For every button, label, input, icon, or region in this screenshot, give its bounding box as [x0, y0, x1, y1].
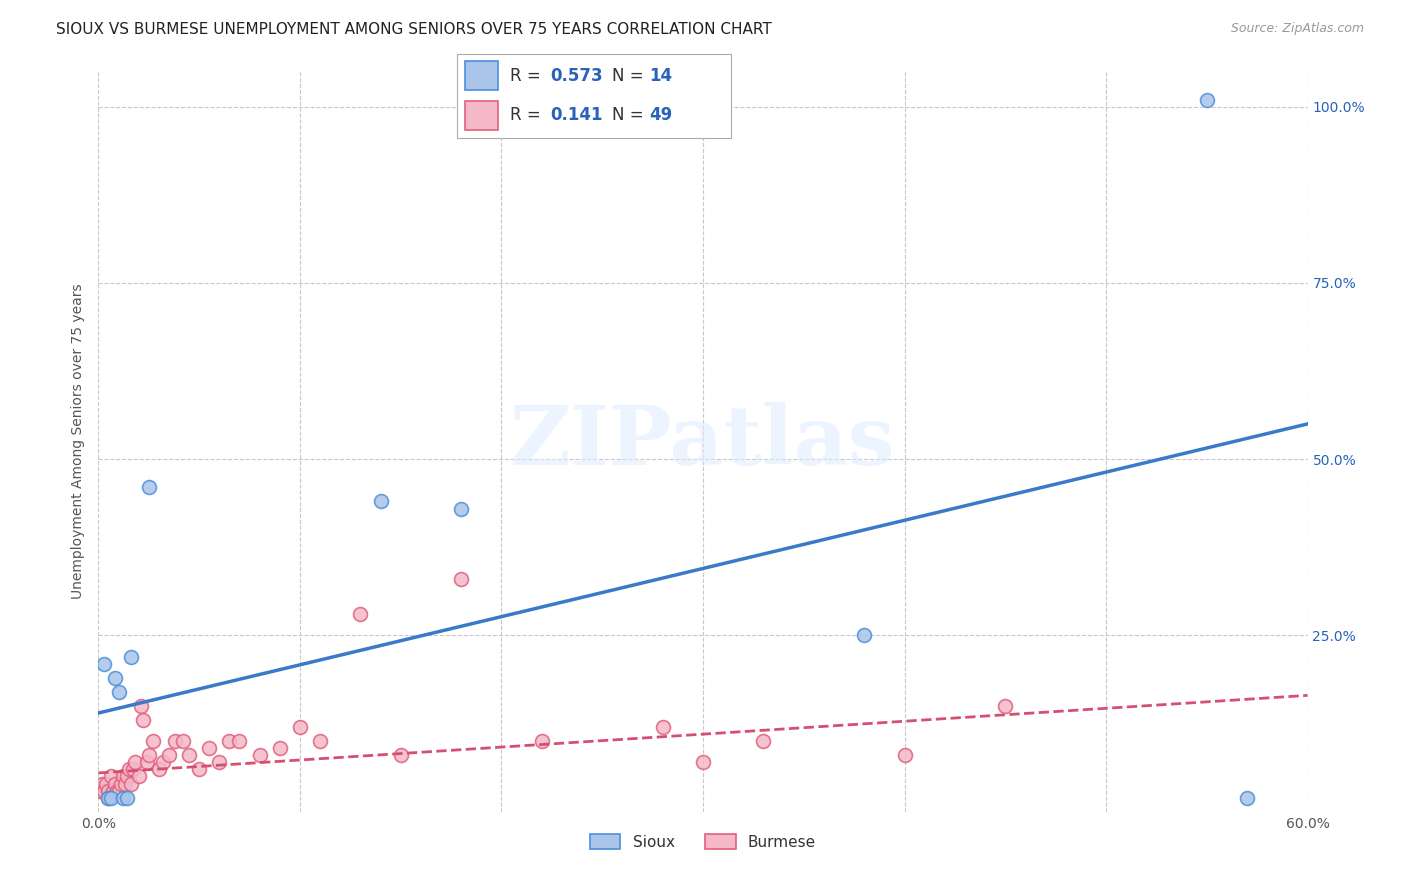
Point — [1236, 790, 1258, 805]
Y-axis label: Unemployment Among Seniors over 75 years: Unemployment Among Seniors over 75 years — [72, 284, 86, 599]
Point — [132, 713, 155, 727]
Point — [111, 790, 134, 805]
Point — [115, 769, 138, 783]
Point — [93, 783, 115, 797]
Point — [163, 734, 186, 748]
Text: 0.141: 0.141 — [550, 106, 603, 124]
Point — [100, 790, 122, 805]
Point — [218, 734, 240, 748]
Text: N =: N = — [612, 67, 648, 85]
Point — [288, 720, 311, 734]
Point — [118, 763, 141, 777]
FancyBboxPatch shape — [457, 54, 731, 138]
Point — [157, 748, 180, 763]
Text: N =: N = — [612, 106, 648, 124]
Point — [121, 763, 143, 777]
Point — [111, 769, 134, 783]
Point — [450, 572, 472, 586]
Point — [309, 734, 332, 748]
Point — [142, 734, 165, 748]
Point — [370, 494, 392, 508]
Point — [389, 748, 412, 763]
Point — [893, 748, 915, 763]
Legend: Sioux, Burmese: Sioux, Burmese — [583, 828, 823, 856]
Point — [120, 776, 142, 790]
Point — [1195, 93, 1218, 107]
Text: 14: 14 — [650, 67, 672, 85]
Point — [107, 685, 129, 699]
Point — [128, 769, 150, 783]
Text: 49: 49 — [650, 106, 672, 124]
Text: R =: R = — [510, 106, 551, 124]
Point — [179, 748, 201, 763]
Point — [530, 734, 553, 748]
Text: SIOUX VS BURMESE UNEMPLOYMENT AMONG SENIORS OVER 75 YEARS CORRELATION CHART: SIOUX VS BURMESE UNEMPLOYMENT AMONG SENI… — [56, 22, 772, 37]
Point — [97, 783, 120, 797]
Point — [96, 776, 118, 790]
Point — [103, 776, 125, 790]
Point — [228, 734, 250, 748]
Point — [349, 607, 371, 622]
Point — [101, 783, 124, 797]
Point — [853, 628, 876, 642]
Text: R =: R = — [510, 67, 547, 85]
Point — [129, 698, 152, 713]
Point — [105, 783, 128, 797]
Text: ZIPatlas: ZIPatlas — [510, 401, 896, 482]
Point — [249, 748, 271, 763]
Point — [651, 720, 673, 734]
Point — [138, 748, 160, 763]
FancyBboxPatch shape — [465, 101, 498, 130]
Point — [97, 790, 120, 805]
Point — [994, 698, 1017, 713]
Point — [124, 756, 146, 770]
Point — [450, 501, 472, 516]
Point — [188, 763, 211, 777]
Point — [692, 756, 714, 770]
Point — [752, 734, 775, 748]
Point — [172, 734, 194, 748]
Point — [152, 756, 174, 770]
FancyBboxPatch shape — [465, 62, 498, 90]
Point — [148, 763, 170, 777]
Point — [115, 790, 138, 805]
Point — [138, 480, 160, 494]
Point — [114, 776, 136, 790]
Point — [93, 657, 115, 671]
Point — [107, 783, 129, 797]
Point — [97, 790, 120, 805]
Point — [198, 741, 221, 756]
Point — [89, 783, 111, 797]
Text: 0.573: 0.573 — [550, 67, 603, 85]
Point — [91, 776, 114, 790]
Text: Source: ZipAtlas.com: Source: ZipAtlas.com — [1230, 22, 1364, 36]
Point — [103, 671, 125, 685]
Point — [110, 776, 132, 790]
Point — [135, 756, 157, 770]
Point — [208, 756, 231, 770]
Point — [100, 769, 122, 783]
Point — [120, 649, 142, 664]
Point — [269, 741, 291, 756]
